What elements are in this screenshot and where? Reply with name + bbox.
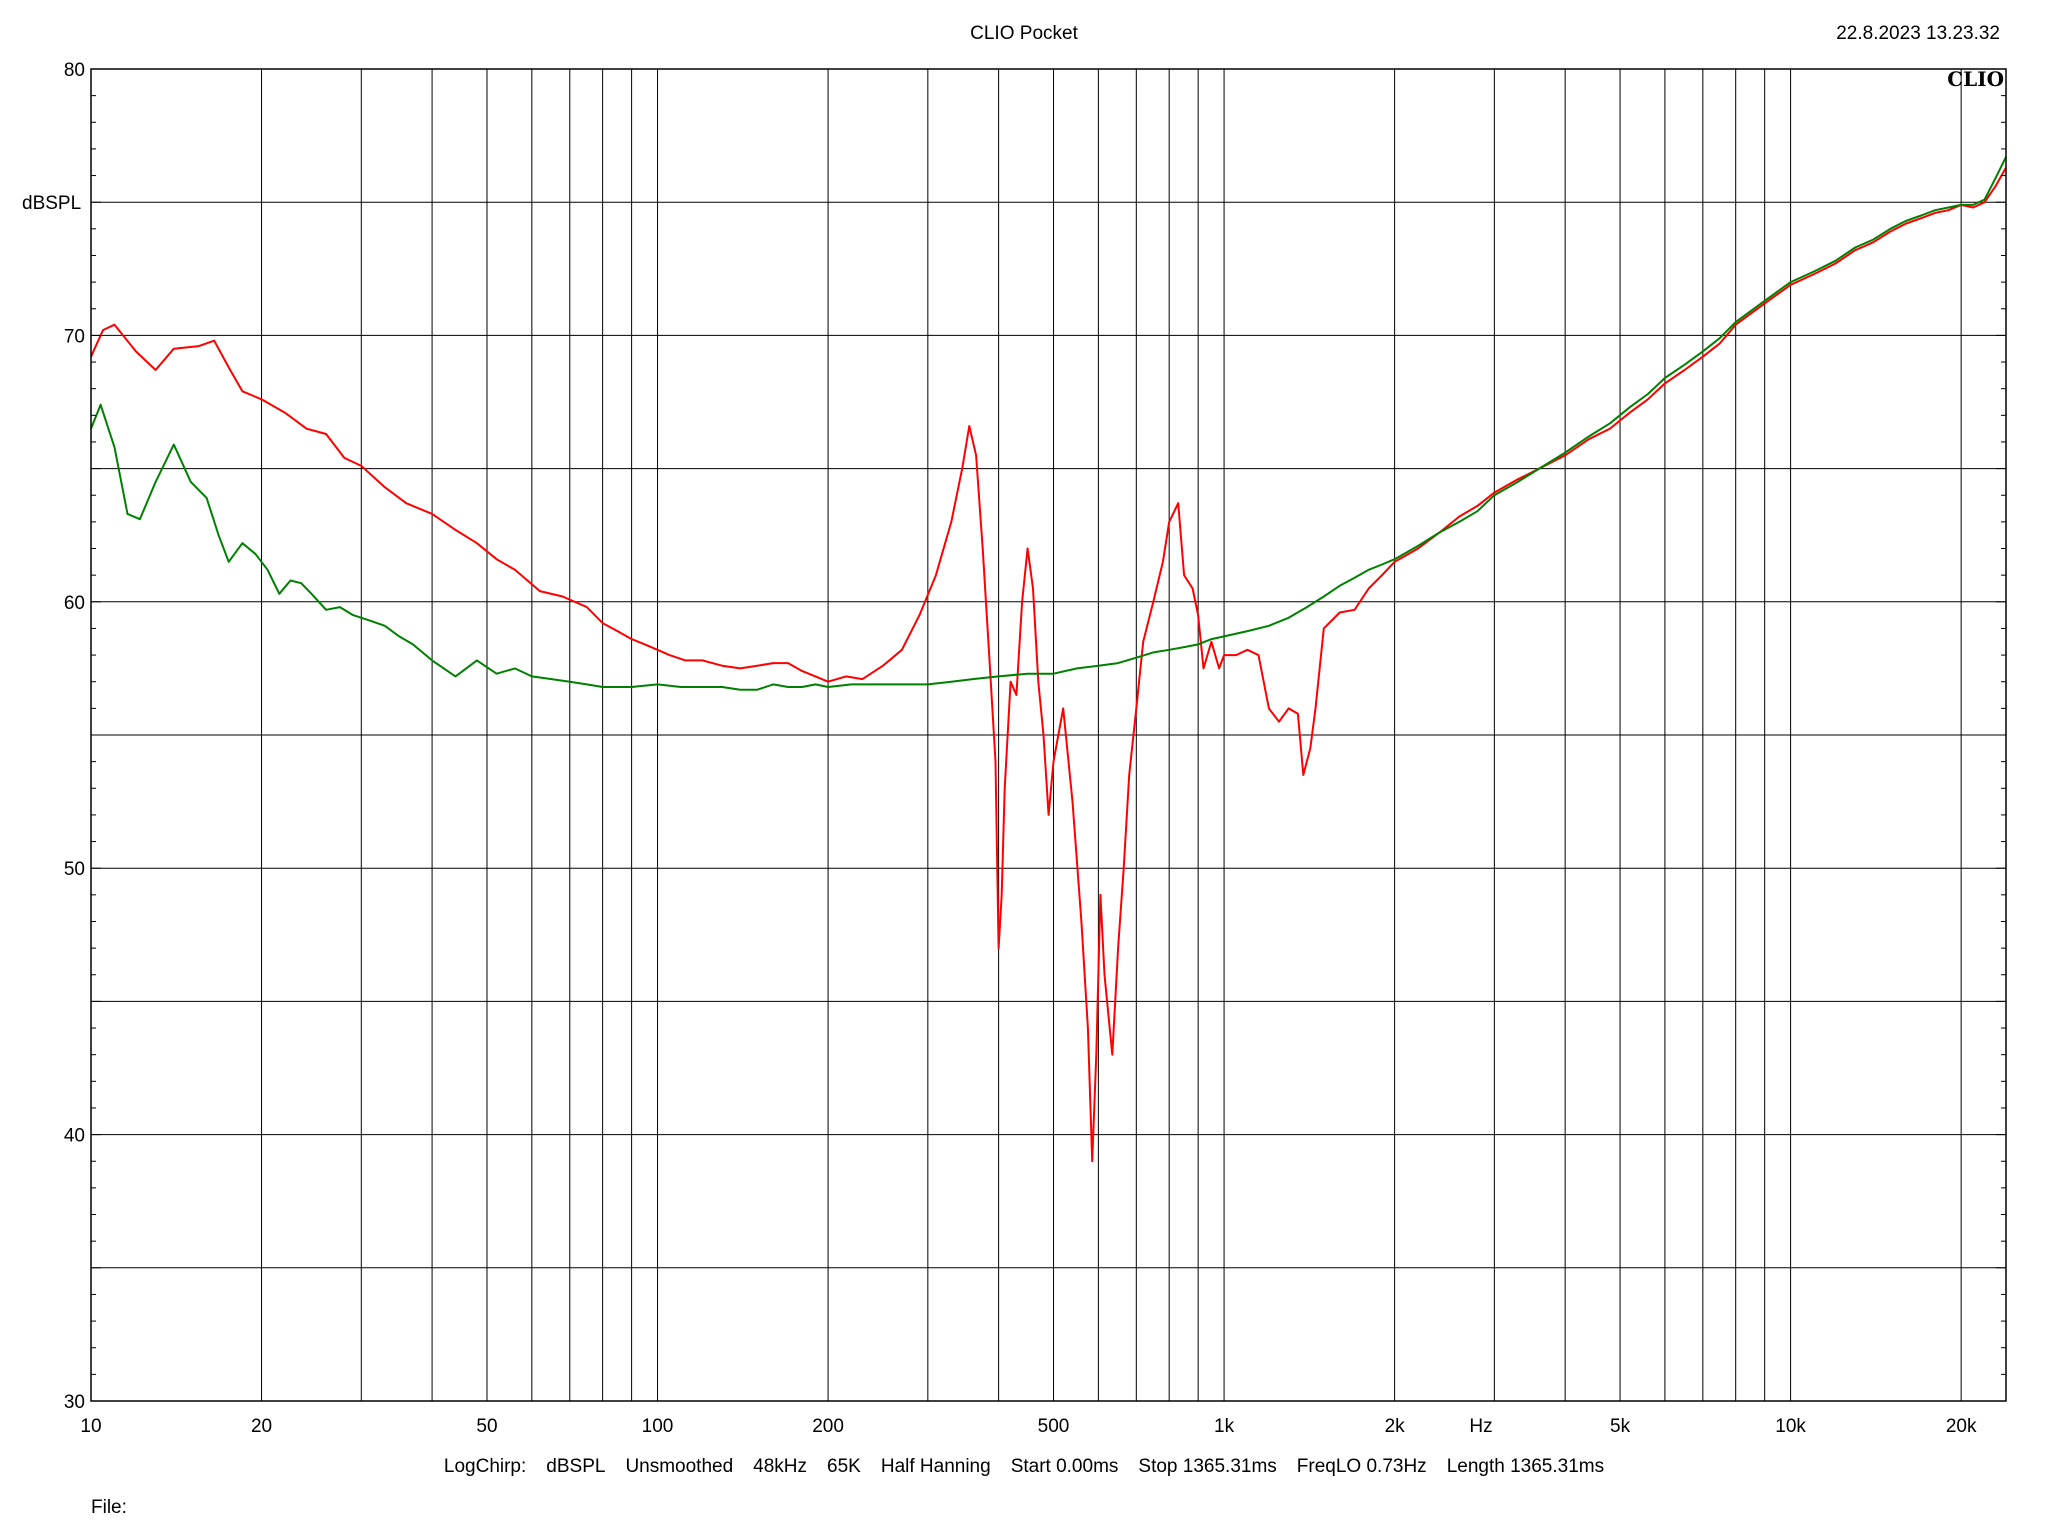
measurement-info-item: Start 0.00ms [1010, 1456, 1119, 1477]
y-tick-label: 40 [64, 1126, 85, 1147]
x-tick-label: 10 [80, 1416, 101, 1437]
measurement-info-item: Half Hanning [880, 1456, 991, 1477]
file-label: File: [91, 1497, 127, 1518]
measurement-info-item: FreqLO 0.73Hz [1296, 1456, 1427, 1477]
x-tick-label: 100 [642, 1416, 674, 1437]
chart-title: CLIO Pocket [970, 23, 1078, 44]
timestamp: 22.8.2023 13.23.32 [1836, 23, 2000, 44]
y-axis: 30 40 50 60 70 80 [64, 60, 2006, 1413]
x-tick-label: 5k [1610, 1416, 1631, 1437]
y-tick-label: 70 [64, 326, 85, 347]
measurement-info-item: Length 1365.31ms [1446, 1456, 1605, 1477]
x-tick-label: 200 [812, 1416, 844, 1437]
x-axis: 10 20 50 100 200 500 1k 2k 5k 10k 20k [80, 1416, 1977, 1437]
x-tick-label: 1k [1214, 1416, 1235, 1437]
x-tick-label: 20 [251, 1416, 272, 1437]
series-line-1 [90, 167, 2007, 1163]
series-line-2 [90, 156, 2007, 691]
y-tick-label: 50 [64, 859, 85, 880]
x-tick-label: 500 [1038, 1416, 1070, 1437]
y-tick-label: 60 [64, 593, 85, 614]
y-tick-label: 30 [64, 1392, 85, 1413]
grid [90, 68, 2006, 1402]
measurement-info: LogChirp: dBSPL Unsmoothed 48kHz 65K Half Han… [0, 1456, 2048, 1478]
measurement-info-item: 65K [827, 1456, 861, 1477]
x-tick-label: 2k [1385, 1416, 1406, 1437]
x-axis-label: Hz [1469, 1416, 1492, 1437]
series-layer [90, 156, 2007, 1163]
x-tick-label: 10k [1775, 1416, 1806, 1437]
measurement-info-item: 48kHz [753, 1456, 808, 1477]
x-tick-label: 20k [1946, 1416, 1977, 1437]
measurement-info-item: Stop 1365.31ms [1138, 1456, 1277, 1477]
clio-logo: CLIO [1947, 67, 2004, 91]
x-tick-label: 50 [476, 1416, 497, 1437]
measurement-info-item: Unsmoothed [625, 1456, 734, 1477]
measurement-info-item: dBSPL [546, 1456, 606, 1477]
y-axis-label: dBSPL [22, 193, 81, 214]
measurement-info-item: LogChirp: [443, 1456, 527, 1477]
y-tick-label: 80 [64, 60, 85, 81]
